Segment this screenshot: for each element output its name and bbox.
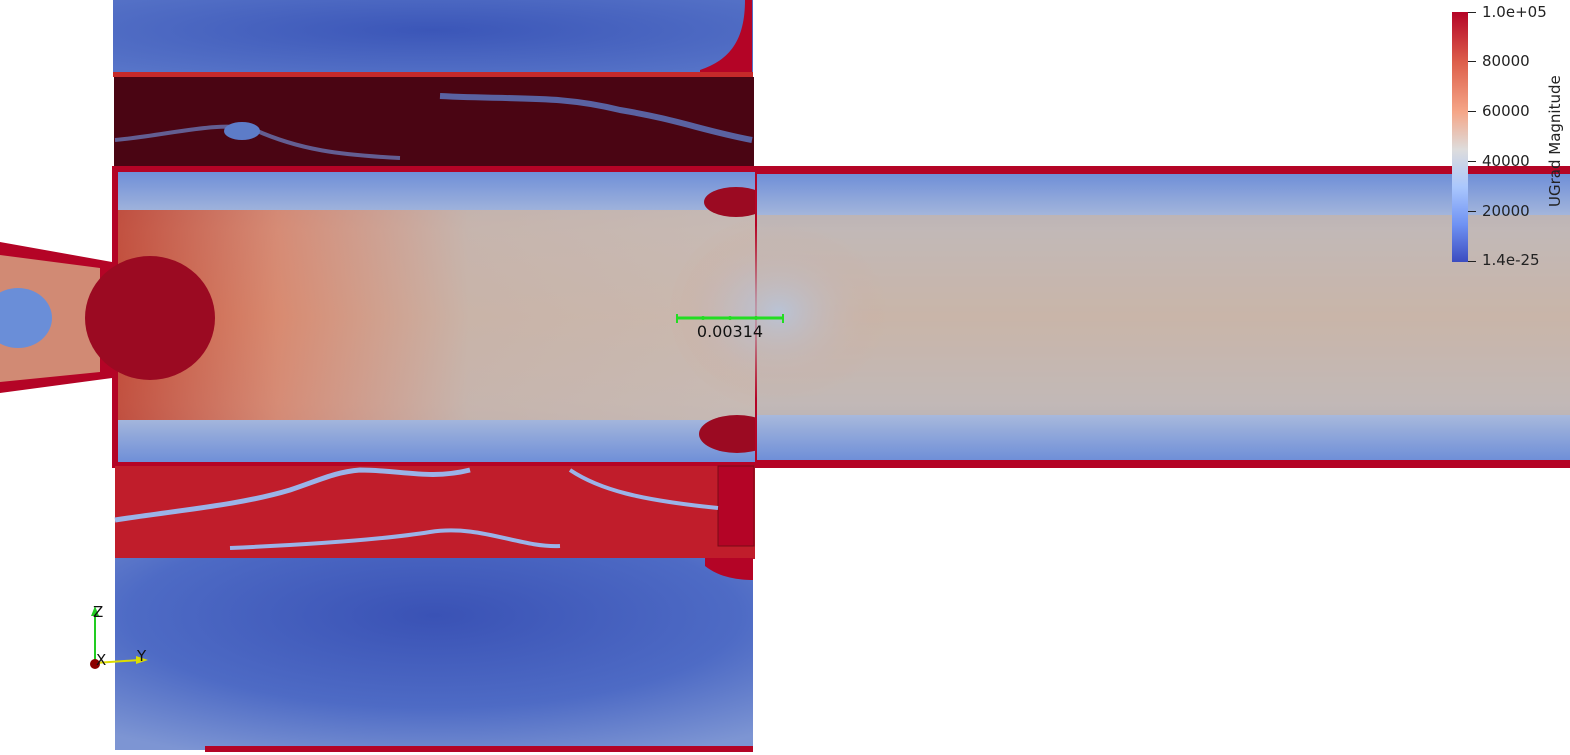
legend-label: 40000 [1482, 152, 1530, 170]
lower-red-tab [717, 465, 755, 547]
upper-red-layer [114, 77, 754, 167]
upper-streak-1 [439, 93, 753, 143]
legend-label: 80000 [1482, 52, 1530, 70]
legend-label: 60000 [1482, 102, 1530, 120]
lower-block-corner [705, 558, 753, 580]
axis-z-label: Z [93, 603, 104, 621]
scale-bar-label: 0.00314 [696, 322, 764, 341]
main-chamber-core [118, 210, 755, 420]
legend-title: UGrad Magnitude [1546, 75, 1564, 207]
upper-block-corner [700, 0, 752, 76]
upper-block [113, 0, 753, 76]
legend-tick [1468, 261, 1476, 262]
legend-tick [1468, 12, 1476, 13]
axis-y-label: Y [137, 647, 147, 665]
scale-bar [676, 314, 784, 323]
lower-red-layer [115, 466, 755, 559]
legend-min-label: 1.4e-25 [1482, 251, 1540, 269]
upper-block-edge [113, 72, 753, 77]
lower-streak-2 [229, 528, 561, 550]
lower-block [115, 558, 753, 750]
legend-label: 20000 [1482, 202, 1530, 220]
color-legend: 1.0e+05 80000 60000 40000 20000 1.4e-25 … [1452, 3, 1570, 269]
lower-block-edge [205, 746, 753, 752]
upper-spot [224, 122, 260, 140]
lower-streak-3 [568, 468, 719, 510]
axis-x-label: X [96, 651, 107, 669]
lower-streak-1 [114, 467, 471, 523]
legend-tick [1468, 161, 1476, 162]
inlet-blue-core [0, 288, 52, 348]
legend-tick [1468, 211, 1476, 212]
colormap-bar [1452, 12, 1468, 262]
legend-tick [1468, 61, 1476, 62]
upper-vortex [704, 187, 768, 217]
orientation-axes [90, 606, 148, 669]
legend-tick [1468, 111, 1476, 112]
jet-hotspot [85, 256, 215, 380]
legend-max-label: 1.0e+05 [1482, 3, 1547, 21]
outlet-cool-zone [680, 222, 900, 402]
